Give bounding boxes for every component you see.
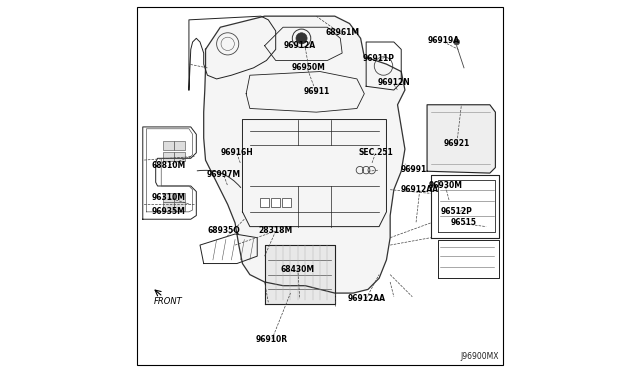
Text: 28318M: 28318M [259, 226, 293, 235]
Polygon shape [264, 245, 335, 304]
Text: 96912N: 96912N [378, 78, 410, 87]
Text: 96991: 96991 [401, 165, 428, 174]
Text: 96997M: 96997M [207, 170, 241, 179]
Circle shape [296, 33, 307, 44]
Bar [282, 198, 291, 207]
Text: 68961M: 68961M [325, 28, 359, 37]
Bar [174, 152, 185, 161]
Bar [174, 202, 185, 211]
Bar [174, 193, 185, 202]
Text: 96912A: 96912A [284, 41, 316, 50]
Bar [174, 141, 185, 150]
Text: SEC.251: SEC.251 [358, 148, 393, 157]
Text: 96919A: 96919A [428, 36, 460, 45]
Polygon shape [204, 16, 405, 293]
Bar [260, 198, 269, 207]
Text: J96900MX: J96900MX [461, 352, 499, 361]
Text: 96912AA: 96912AA [347, 294, 385, 303]
Bar [163, 202, 174, 211]
Text: 96515: 96515 [451, 218, 477, 227]
Circle shape [454, 39, 460, 45]
Polygon shape [427, 105, 495, 173]
Bar [163, 193, 174, 202]
Text: 96921: 96921 [444, 139, 470, 148]
Text: 96912AA: 96912AA [401, 185, 438, 194]
Text: 68810M: 68810M [152, 161, 186, 170]
Text: 96930M: 96930M [429, 182, 463, 190]
Text: 96916H: 96916H [221, 148, 253, 157]
Text: 96911: 96911 [303, 87, 330, 96]
Bar [163, 141, 174, 150]
Bar [271, 198, 280, 207]
Text: 96935M: 96935M [152, 207, 186, 217]
Text: 68430M: 68430M [281, 264, 315, 273]
Text: 96950M: 96950M [292, 63, 326, 72]
Text: 96310M: 96310M [152, 193, 186, 202]
Text: 68935Q: 68935Q [207, 226, 241, 235]
Text: 96910R: 96910R [256, 335, 288, 344]
Text: FRONT: FRONT [154, 297, 182, 306]
Text: 96911P: 96911P [363, 54, 395, 63]
Bar [163, 152, 174, 161]
Text: 96512P: 96512P [441, 207, 472, 217]
